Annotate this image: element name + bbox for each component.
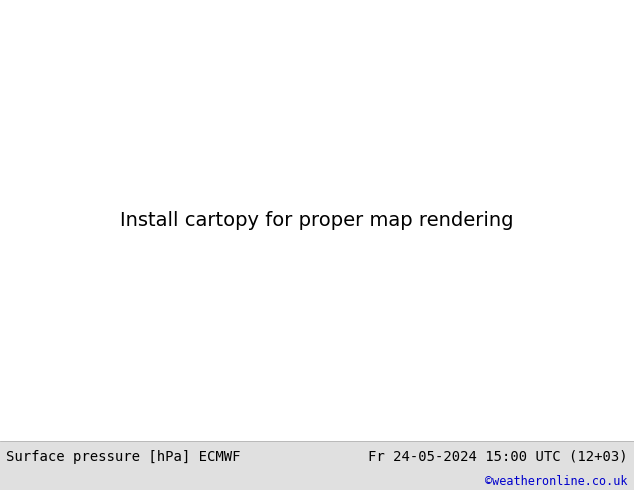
Text: Surface pressure [hPa] ECMWF: Surface pressure [hPa] ECMWF — [6, 450, 241, 464]
Text: ©weatheronline.co.uk: ©weatheronline.co.uk — [485, 475, 628, 488]
Text: Fr 24-05-2024 15:00 UTC (12+03): Fr 24-05-2024 15:00 UTC (12+03) — [368, 450, 628, 464]
Text: Install cartopy for proper map rendering: Install cartopy for proper map rendering — [120, 211, 514, 230]
